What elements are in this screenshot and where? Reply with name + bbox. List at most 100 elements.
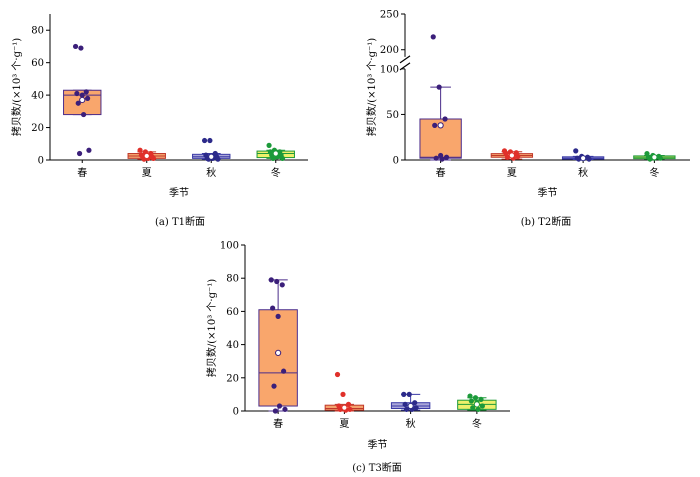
data-point bbox=[345, 401, 352, 407]
y-tick-label: 20 bbox=[226, 373, 239, 384]
data-point bbox=[475, 406, 481, 412]
mean-marker bbox=[580, 155, 587, 162]
mean-marker bbox=[473, 401, 480, 408]
y-axis-title: 拷贝数/(×10³ 个·g⁻¹) bbox=[365, 38, 378, 136]
data-point bbox=[79, 92, 85, 98]
data-point bbox=[80, 111, 87, 118]
box-春 bbox=[419, 34, 462, 162]
x-axis-title: 季节 bbox=[169, 187, 189, 199]
data-point bbox=[573, 148, 579, 154]
data-point bbox=[83, 89, 89, 95]
data-point bbox=[74, 90, 80, 97]
box-春 bbox=[258, 277, 298, 414]
data-point bbox=[470, 405, 476, 411]
y-tick-label: 0 bbox=[38, 156, 44, 167]
axis-break-mark bbox=[399, 55, 411, 64]
y-tick-label: 80 bbox=[226, 274, 239, 285]
y-tick-label: 0 bbox=[233, 407, 239, 418]
data-point bbox=[403, 406, 410, 412]
data-point bbox=[576, 156, 582, 162]
data-point bbox=[657, 155, 663, 161]
chart-panel-3: 0 20 40 60 80 100 拷贝数/(×10³ 个·g⁻¹) 春 夏 秋 冬季节 (c) T3… bbox=[205, 241, 510, 474]
x-tick-label: 冬 bbox=[271, 166, 281, 179]
box-冬 bbox=[256, 142, 295, 161]
chart-panel-2: 0 50 100 200 250 拷贝数/(×10³ 个·g⁻¹) 春 夏 秋 冬季节 (b) T2… bbox=[365, 10, 690, 228]
y-tick-label: 40 bbox=[31, 91, 44, 102]
data-point bbox=[515, 153, 521, 159]
data-point bbox=[402, 401, 408, 407]
mean-marker bbox=[143, 152, 150, 160]
y-tick-label: 0 bbox=[393, 156, 399, 167]
box-秋 bbox=[561, 148, 605, 162]
y-tick-label: 100 bbox=[380, 64, 399, 75]
x-axis-title: 季节 bbox=[368, 439, 388, 451]
data-point bbox=[406, 391, 412, 397]
data-point bbox=[270, 155, 276, 161]
x-tick-label: 冬 bbox=[472, 417, 482, 430]
x-tick-label: 春 bbox=[77, 167, 87, 179]
box-夏 bbox=[127, 147, 166, 162]
mean-marker bbox=[437, 122, 444, 129]
x-tick-label: 夏 bbox=[142, 167, 152, 179]
data-point bbox=[442, 116, 448, 122]
y-tick-label: 60 bbox=[226, 307, 239, 318]
y-tick-label: 80 bbox=[31, 26, 44, 37]
data-point bbox=[468, 398, 474, 404]
mean-marker bbox=[341, 404, 348, 411]
y-tick-label: 20 bbox=[31, 123, 44, 134]
data-point bbox=[268, 277, 274, 283]
box-夏 bbox=[490, 148, 534, 161]
data-point bbox=[472, 395, 479, 401]
panel-caption: (a) T1断面 bbox=[155, 215, 205, 228]
data-point bbox=[412, 400, 418, 406]
data-point bbox=[479, 403, 485, 409]
data-point bbox=[76, 150, 83, 157]
data-point bbox=[401, 391, 407, 397]
data-point bbox=[201, 137, 208, 144]
data-point bbox=[86, 147, 92, 153]
y-tick-label: 40 bbox=[226, 340, 239, 351]
mean-marker bbox=[407, 402, 414, 410]
data-point bbox=[150, 155, 157, 161]
data-point bbox=[279, 155, 286, 161]
data-point bbox=[282, 406, 288, 412]
data-point bbox=[274, 278, 280, 285]
y-tick-label: 60 bbox=[31, 58, 44, 69]
panel-caption: (b) T2断面 bbox=[521, 215, 571, 228]
data-point bbox=[137, 147, 143, 153]
data-point bbox=[266, 142, 272, 148]
data-point bbox=[439, 156, 445, 162]
box-冬 bbox=[633, 151, 676, 162]
data-point bbox=[413, 405, 419, 411]
data-point bbox=[281, 368, 287, 374]
data-point bbox=[432, 122, 438, 128]
y-tick-label: 250 bbox=[380, 10, 399, 21]
data-point bbox=[270, 305, 276, 311]
x-tick-label: 春 bbox=[436, 167, 446, 179]
data-point bbox=[75, 100, 81, 106]
box-夏 bbox=[324, 371, 365, 413]
data-point bbox=[430, 34, 436, 40]
x-axis-title: 季节 bbox=[538, 187, 558, 199]
data-point bbox=[433, 155, 439, 161]
data-point bbox=[84, 95, 91, 101]
data-point bbox=[272, 408, 278, 414]
data-point bbox=[334, 371, 341, 378]
mean-marker bbox=[79, 96, 86, 104]
mean-marker bbox=[651, 154, 658, 161]
data-point bbox=[207, 137, 213, 144]
mean-marker bbox=[208, 153, 215, 160]
data-point bbox=[215, 156, 221, 162]
data-point bbox=[647, 156, 653, 162]
x-tick-label: 冬 bbox=[649, 166, 659, 179]
box-body bbox=[258, 309, 298, 407]
mean-marker bbox=[508, 152, 515, 159]
data-point bbox=[467, 393, 473, 399]
data-point bbox=[478, 396, 484, 402]
y-axis-title: 拷贝数/(×10³ 个·g⁻¹) bbox=[205, 279, 218, 377]
y-tick-label: 50 bbox=[386, 110, 399, 121]
box-秋 bbox=[192, 137, 231, 162]
x-tick-label: 夏 bbox=[507, 167, 517, 179]
data-point bbox=[279, 282, 285, 288]
